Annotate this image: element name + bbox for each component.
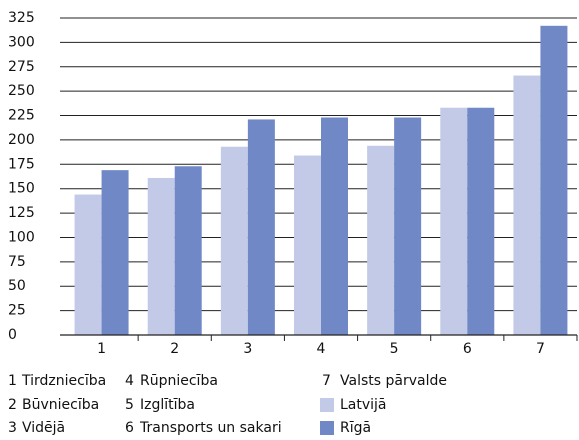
y-tick-label: 325 (8, 10, 35, 26)
legend-label: Transports un sakari (139, 420, 282, 436)
x-tick-label: 2 (170, 341, 179, 357)
x-tick-label: 3 (243, 341, 252, 357)
x-tick-label: 6 (463, 341, 472, 357)
y-tick-label: 300 (8, 34, 35, 50)
bar (467, 107, 495, 335)
legend-label: Būvniecība (22, 397, 99, 413)
bar (540, 25, 568, 336)
bar (220, 146, 248, 335)
y-tick-label: 125 (8, 205, 35, 221)
bar (247, 119, 275, 335)
legend-label: Tirdzniecība (21, 373, 106, 389)
x-tick-label: 5 (390, 341, 399, 357)
bar (294, 155, 321, 335)
legend-number: 3 (8, 420, 17, 436)
bar (74, 194, 102, 335)
bar (174, 166, 202, 335)
legend-swatch (320, 398, 334, 412)
legend-number: 4 (125, 373, 134, 389)
y-tick-label: 25 (8, 303, 26, 319)
legend-label: Valsts pārvalde (340, 373, 447, 389)
y-tick-label: 150 (8, 181, 35, 197)
bar (147, 177, 175, 335)
y-tick-label: 250 (8, 83, 35, 99)
y-tick-label: 200 (8, 132, 35, 148)
legend-label: Vidējā (22, 420, 65, 436)
legend-label: Rūpniecība (140, 373, 218, 389)
bar (321, 117, 348, 335)
legend-number: 1 (8, 373, 17, 389)
legend-number: 6 (125, 420, 134, 436)
y-tick-label: 100 (8, 229, 35, 245)
x-tick-label: 4 (317, 341, 326, 357)
x-tick-label: 7 (536, 341, 545, 357)
y-tick-label: 50 (8, 278, 26, 294)
bar (101, 170, 129, 335)
legend-label: Latvijā (340, 397, 387, 413)
bar (440, 107, 468, 335)
x-tick-label: 1 (97, 341, 106, 357)
legend-number: 2 (8, 397, 17, 413)
y-tick-label: 175 (8, 156, 35, 172)
legend-number: 7 (322, 373, 331, 389)
y-tick-label: 0 (8, 327, 17, 343)
bar (367, 145, 395, 335)
bar (513, 75, 541, 335)
legend-label: Rīgā (340, 420, 371, 436)
y-tick-label: 75 (8, 254, 26, 270)
legend-label: Izglītība (140, 397, 195, 413)
bar (394, 117, 422, 335)
legend-number: 5 (125, 397, 134, 413)
legend-swatch (320, 421, 334, 435)
y-tick-label: 275 (8, 59, 35, 75)
y-tick-label: 225 (8, 108, 35, 124)
